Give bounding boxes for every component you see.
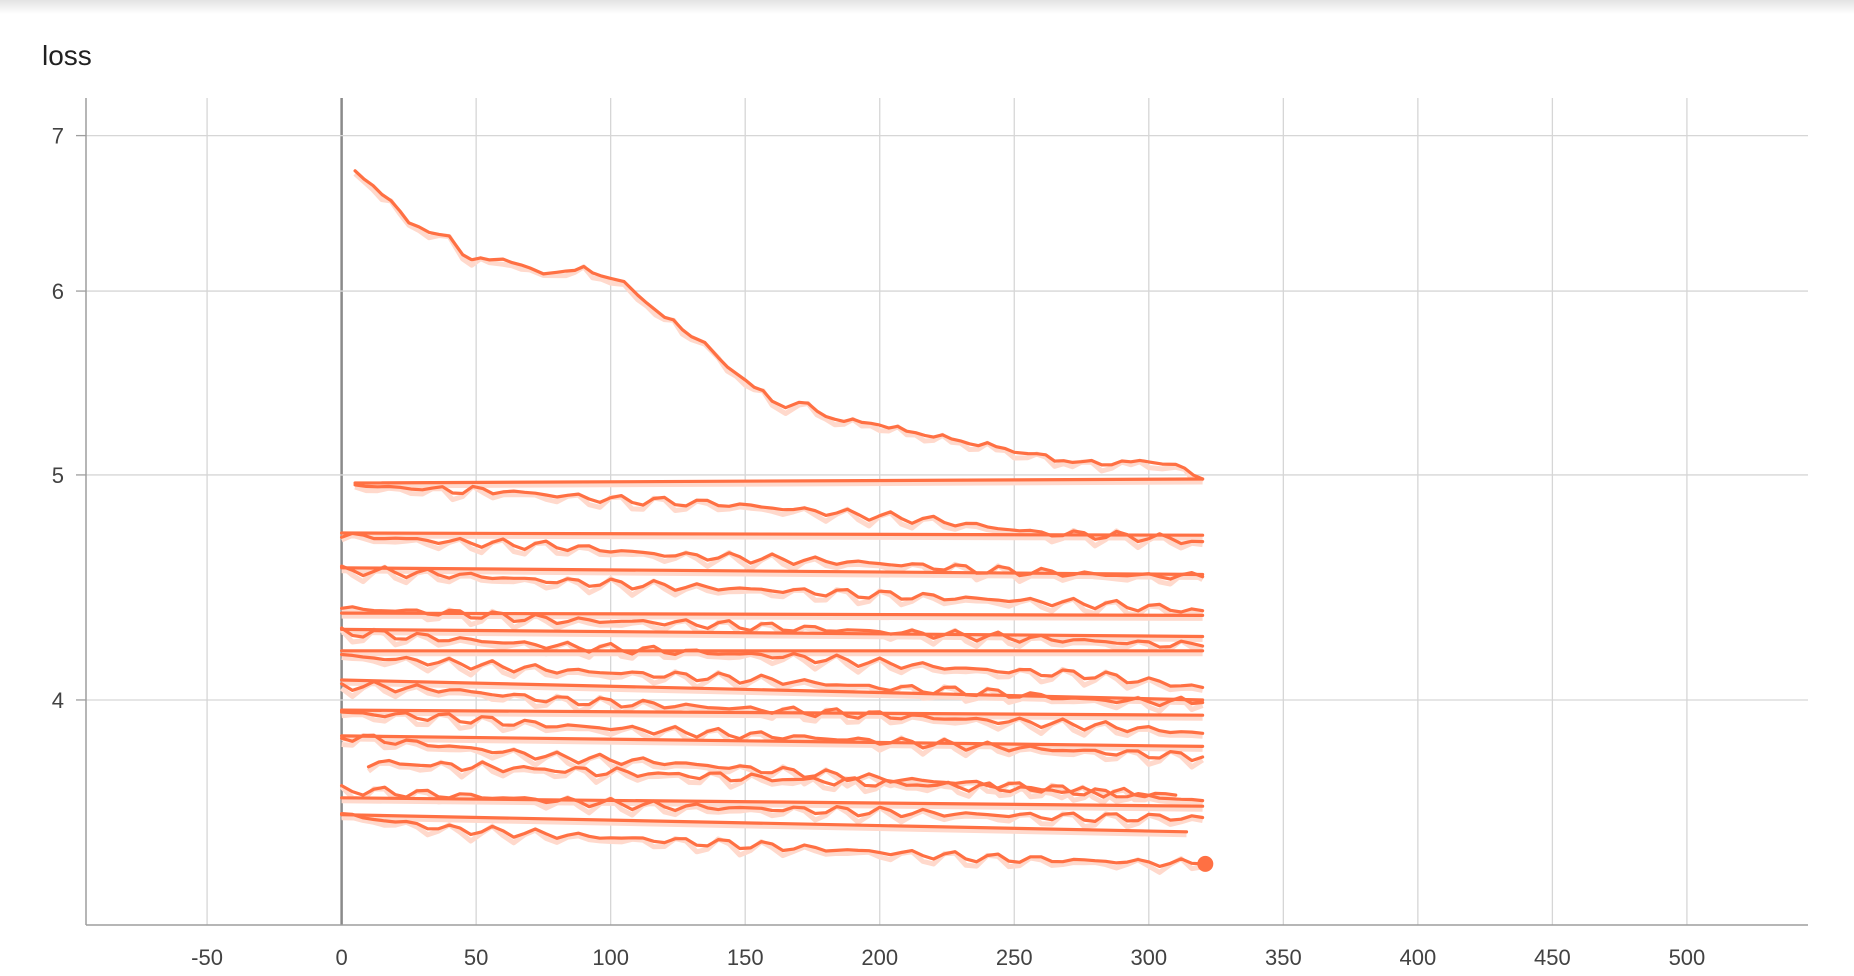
raw-series-line [341,710,1203,721]
y-tick-label: 4 [52,688,64,713]
x-tick-label: -50 [191,945,223,970]
series-line [340,626,1205,689]
series-line [340,566,1205,577]
chart-title: loss [42,40,92,71]
top-shadow [0,0,1854,14]
raw-series-line [341,533,1203,541]
raw-series-line [341,568,1203,580]
x-tick-label: 300 [1130,945,1167,970]
smoothed-series-layer [340,169,1214,872]
x-tick-label: 50 [464,945,488,970]
raw-series-line [341,798,1203,812]
x-tick-label: 0 [335,945,347,970]
y-tick-label: 6 [52,279,64,304]
x-tick-label: 350 [1265,945,1302,970]
series-line [340,710,1205,763]
x-tick-label: 200 [861,945,898,970]
series-line [340,812,1205,868]
series-line [340,531,1205,537]
x-tick-label: 400 [1400,945,1437,970]
raw-series-line [341,733,1204,807]
series-line [340,652,1205,708]
raw-series-line [341,815,1187,838]
series-line [340,678,1205,702]
x-tick-label: 500 [1669,945,1706,970]
series-line [353,477,1205,485]
x-tick-label: 100 [592,945,629,970]
tick-label-layer: -50 0 50 100 150 200 250 300 350 400 450 500 4 5 6 7 [52,124,1706,970]
highlight-point [1197,855,1214,872]
raw-series-line [366,759,1176,805]
series-line [340,627,1205,639]
x-tick-label: 250 [996,945,1033,970]
x-tick-label: 150 [727,945,764,970]
raw-series-line [355,479,1203,489]
series-line [340,605,1205,649]
raw-series-line [339,564,1204,618]
series-line [340,708,1205,717]
series-line [340,733,1205,803]
y-tick-label: 7 [52,124,64,149]
series-line [340,796,1205,808]
series-line [340,813,1189,834]
series-line [366,758,1178,799]
raw-series-line [341,736,1203,752]
series-line [340,564,1205,614]
grid-layer [76,98,1808,926]
series-line [353,169,1205,481]
x-tick-label: 450 [1534,945,1571,970]
series-line [340,611,1205,617]
raw-series-line [353,171,1203,485]
y-tick-label: 5 [52,463,64,488]
series-line [340,734,1205,748]
raw-series-line [341,629,1203,642]
